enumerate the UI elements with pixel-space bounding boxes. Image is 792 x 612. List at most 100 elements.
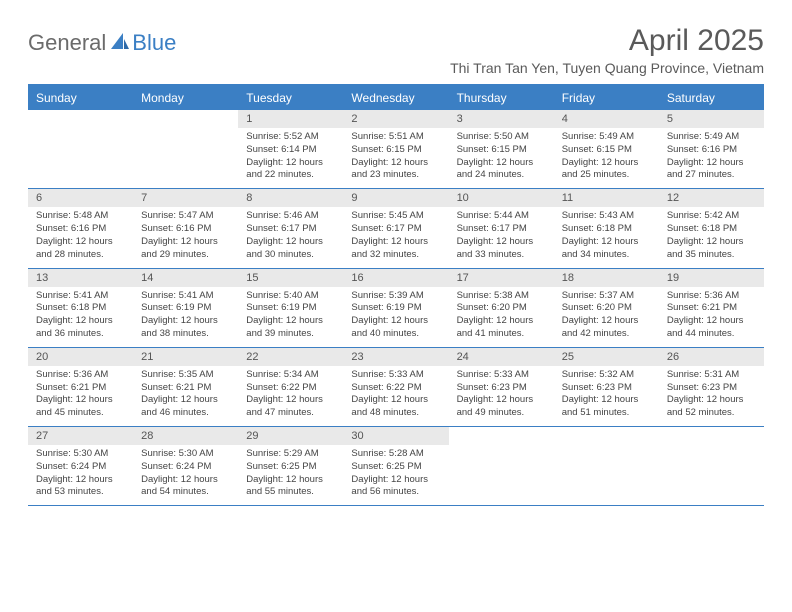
sunset-line: Sunset: 6:17 PM (246, 223, 335, 236)
sunrise-line: Sunrise: 5:36 AM (36, 369, 125, 382)
day-header-cell: Wednesday (343, 86, 448, 110)
day-cell: 26Sunrise: 5:31 AMSunset: 6:23 PMDayligh… (659, 348, 764, 426)
day-cell (449, 427, 554, 505)
daylight-line: Daylight: 12 hours and 29 minutes. (141, 236, 230, 262)
sunrise-line: Sunrise: 5:49 AM (667, 131, 756, 144)
daylight-line: Daylight: 12 hours and 56 minutes. (351, 474, 440, 500)
day-number: 16 (343, 269, 448, 287)
daylight-line: Daylight: 12 hours and 30 minutes. (246, 236, 335, 262)
sunrise-line: Sunrise: 5:48 AM (36, 210, 125, 223)
sunrise-line: Sunrise: 5:50 AM (457, 131, 546, 144)
daylight-line: Daylight: 12 hours and 22 minutes. (246, 157, 335, 183)
day-body: Sunrise: 5:47 AMSunset: 6:16 PMDaylight:… (133, 207, 238, 267)
sunset-line: Sunset: 6:15 PM (457, 144, 546, 157)
day-body (554, 445, 659, 454)
daylight-line: Daylight: 12 hours and 32 minutes. (351, 236, 440, 262)
day-number: 1 (238, 110, 343, 128)
day-body: Sunrise: 5:40 AMSunset: 6:19 PMDaylight:… (238, 287, 343, 347)
sunrise-line: Sunrise: 5:43 AM (562, 210, 651, 223)
day-cell: 21Sunrise: 5:35 AMSunset: 6:21 PMDayligh… (133, 348, 238, 426)
day-number: 12 (659, 189, 764, 207)
day-number: 29 (238, 427, 343, 445)
sunset-line: Sunset: 6:18 PM (562, 223, 651, 236)
day-header-cell: Saturday (659, 86, 764, 110)
sunset-line: Sunset: 6:23 PM (667, 382, 756, 395)
sunset-line: Sunset: 6:17 PM (351, 223, 440, 236)
day-body: Sunrise: 5:28 AMSunset: 6:25 PMDaylight:… (343, 445, 448, 505)
sunrise-line: Sunrise: 5:37 AM (562, 290, 651, 303)
daylight-line: Daylight: 12 hours and 52 minutes. (667, 394, 756, 420)
day-cell: 17Sunrise: 5:38 AMSunset: 6:20 PMDayligh… (449, 269, 554, 347)
day-cell: 14Sunrise: 5:41 AMSunset: 6:19 PMDayligh… (133, 269, 238, 347)
sunrise-line: Sunrise: 5:51 AM (351, 131, 440, 144)
day-cell: 30Sunrise: 5:28 AMSunset: 6:25 PMDayligh… (343, 427, 448, 505)
day-body: Sunrise: 5:36 AMSunset: 6:21 PMDaylight:… (659, 287, 764, 347)
day-cell: 8Sunrise: 5:46 AMSunset: 6:17 PMDaylight… (238, 189, 343, 267)
day-number: 24 (449, 348, 554, 366)
sunrise-line: Sunrise: 5:45 AM (351, 210, 440, 223)
day-number: 2 (343, 110, 448, 128)
day-cell: 10Sunrise: 5:44 AMSunset: 6:17 PMDayligh… (449, 189, 554, 267)
sunrise-line: Sunrise: 5:28 AM (351, 448, 440, 461)
day-body: Sunrise: 5:33 AMSunset: 6:22 PMDaylight:… (343, 366, 448, 426)
week-row: 27Sunrise: 5:30 AMSunset: 6:24 PMDayligh… (28, 427, 764, 506)
day-body: Sunrise: 5:48 AMSunset: 6:16 PMDaylight:… (28, 207, 133, 267)
day-cell: 20Sunrise: 5:36 AMSunset: 6:21 PMDayligh… (28, 348, 133, 426)
day-body: Sunrise: 5:36 AMSunset: 6:21 PMDaylight:… (28, 366, 133, 426)
day-number: 27 (28, 427, 133, 445)
sunset-line: Sunset: 6:16 PM (667, 144, 756, 157)
sunset-line: Sunset: 6:16 PM (36, 223, 125, 236)
daylight-line: Daylight: 12 hours and 54 minutes. (141, 474, 230, 500)
sunset-line: Sunset: 6:15 PM (351, 144, 440, 157)
calendar: SundayMondayTuesdayWednesdayThursdayFrid… (28, 84, 764, 506)
sunrise-line: Sunrise: 5:33 AM (351, 369, 440, 382)
header: General Blue April 2025 Thi Tran Tan Yen… (28, 24, 764, 76)
day-number: 25 (554, 348, 659, 366)
sunset-line: Sunset: 6:25 PM (246, 461, 335, 474)
day-body (449, 445, 554, 454)
day-number (659, 427, 764, 445)
logo-sail-icon (110, 32, 130, 55)
sunset-line: Sunset: 6:15 PM (562, 144, 651, 157)
sunrise-line: Sunrise: 5:41 AM (36, 290, 125, 303)
day-number (554, 427, 659, 445)
day-number: 18 (554, 269, 659, 287)
logo-text-general: General (28, 30, 106, 56)
day-cell (554, 427, 659, 505)
day-body: Sunrise: 5:43 AMSunset: 6:18 PMDaylight:… (554, 207, 659, 267)
sunset-line: Sunset: 6:16 PM (141, 223, 230, 236)
sunrise-line: Sunrise: 5:42 AM (667, 210, 756, 223)
day-number: 15 (238, 269, 343, 287)
day-cell (659, 427, 764, 505)
day-number: 8 (238, 189, 343, 207)
day-cell: 27Sunrise: 5:30 AMSunset: 6:24 PMDayligh… (28, 427, 133, 505)
day-cell: 25Sunrise: 5:32 AMSunset: 6:23 PMDayligh… (554, 348, 659, 426)
daylight-line: Daylight: 12 hours and 41 minutes. (457, 315, 546, 341)
day-body (659, 445, 764, 454)
daylight-line: Daylight: 12 hours and 24 minutes. (457, 157, 546, 183)
daylight-line: Daylight: 12 hours and 55 minutes. (246, 474, 335, 500)
logo: General Blue (28, 30, 176, 56)
day-body: Sunrise: 5:32 AMSunset: 6:23 PMDaylight:… (554, 366, 659, 426)
sunset-line: Sunset: 6:18 PM (36, 302, 125, 315)
sunset-line: Sunset: 6:23 PM (457, 382, 546, 395)
day-body: Sunrise: 5:50 AMSunset: 6:15 PMDaylight:… (449, 128, 554, 188)
sunrise-line: Sunrise: 5:40 AM (246, 290, 335, 303)
sunrise-line: Sunrise: 5:31 AM (667, 369, 756, 382)
day-body (28, 128, 133, 137)
daylight-line: Daylight: 12 hours and 38 minutes. (141, 315, 230, 341)
day-body: Sunrise: 5:42 AMSunset: 6:18 PMDaylight:… (659, 207, 764, 267)
day-number: 26 (659, 348, 764, 366)
day-number: 19 (659, 269, 764, 287)
sunrise-line: Sunrise: 5:52 AM (246, 131, 335, 144)
day-cell: 6Sunrise: 5:48 AMSunset: 6:16 PMDaylight… (28, 189, 133, 267)
sunrise-line: Sunrise: 5:32 AM (562, 369, 651, 382)
sunrise-line: Sunrise: 5:38 AM (457, 290, 546, 303)
day-body: Sunrise: 5:37 AMSunset: 6:20 PMDaylight:… (554, 287, 659, 347)
day-body: Sunrise: 5:41 AMSunset: 6:19 PMDaylight:… (133, 287, 238, 347)
day-cell: 15Sunrise: 5:40 AMSunset: 6:19 PMDayligh… (238, 269, 343, 347)
day-body: Sunrise: 5:49 AMSunset: 6:15 PMDaylight:… (554, 128, 659, 188)
sunrise-line: Sunrise: 5:41 AM (141, 290, 230, 303)
day-body: Sunrise: 5:31 AMSunset: 6:23 PMDaylight:… (659, 366, 764, 426)
day-cell: 4Sunrise: 5:49 AMSunset: 6:15 PMDaylight… (554, 110, 659, 188)
